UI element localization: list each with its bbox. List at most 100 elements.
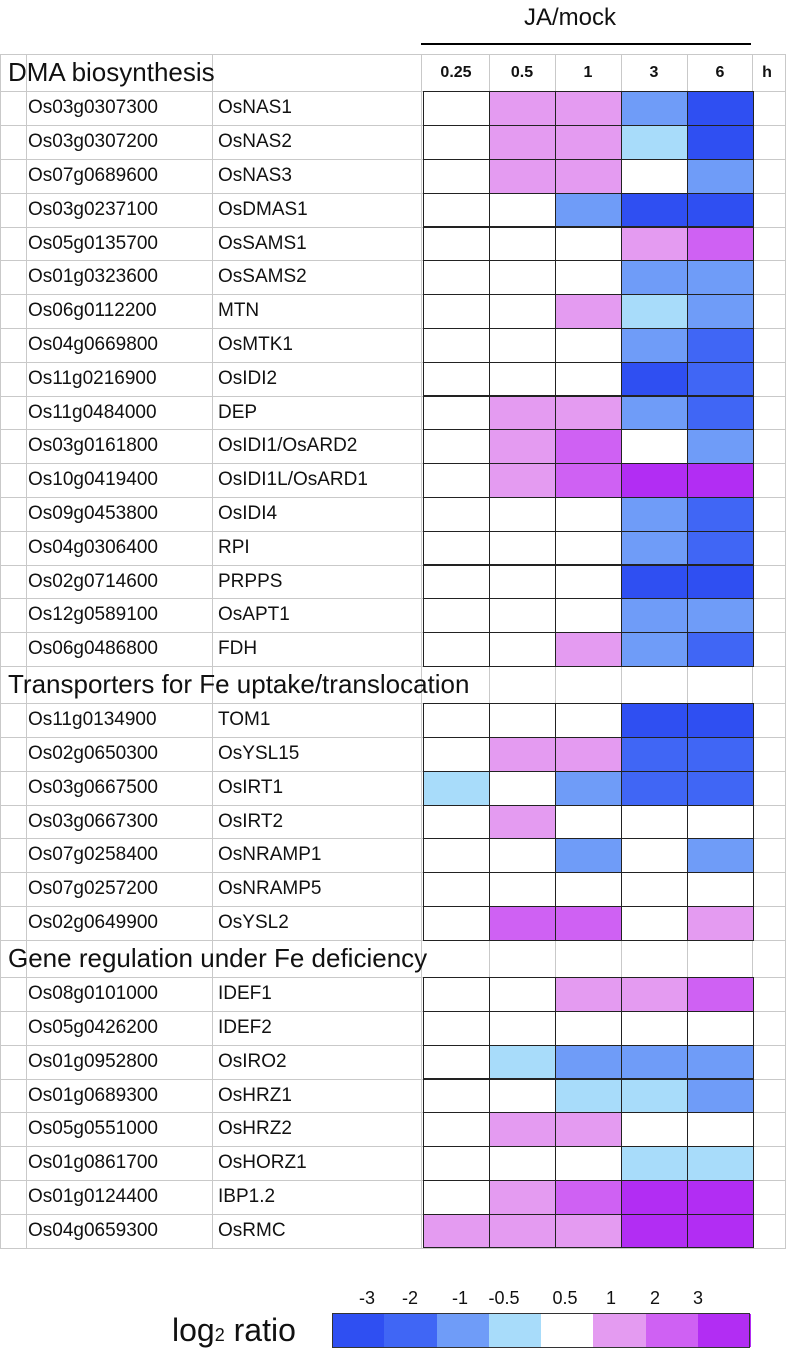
- gene-name-label: OsNAS3: [218, 164, 292, 186]
- heatmap-cell: [687, 226, 754, 262]
- locus-id-label: Os01g0689300: [28, 1084, 158, 1106]
- gene-name-label: OsYSL15: [218, 743, 300, 764]
- heatmap-cell: [555, 703, 622, 738]
- heatmap-cell: [423, 361, 490, 397]
- legend-title-subscript: 2: [214, 1325, 225, 1345]
- locus-id-label: Os01g0124400: [28, 1185, 158, 1207]
- grid-line-vertical: [421, 54, 422, 1248]
- locus-id-label: Os05g0426200: [28, 1016, 158, 1038]
- heatmap-cell: [489, 158, 556, 194]
- heatmap-cell: [489, 1010, 556, 1046]
- grid-line-horizontal: [0, 906, 786, 907]
- heatmap-cell: [687, 564, 754, 600]
- heatmap-cell: [687, 530, 754, 566]
- heatmap-cell: [555, 1044, 622, 1080]
- heatmap-cell: [621, 192, 688, 228]
- grid-line-horizontal: [0, 872, 786, 874]
- heatmap-cell: [555, 632, 622, 667]
- heatmap-cell: [555, 260, 622, 296]
- heatmap-cell: [489, 703, 556, 738]
- heatmap-cell: [555, 429, 622, 465]
- heatmap-cell: [621, 395, 688, 431]
- locus-id-label: Os04g0669800: [28, 333, 158, 355]
- heatmap-cell: [423, 804, 490, 840]
- grid-line-horizontal: [0, 770, 786, 772]
- legend-color-swatch: [645, 1314, 699, 1347]
- grid-line-horizontal: [0, 804, 786, 806]
- heatmap-cell: [555, 91, 622, 127]
- heatmap-cell: [687, 429, 754, 465]
- heatmap-cell: [687, 1010, 754, 1046]
- grid-line-horizontal: [0, 1010, 786, 1012]
- locus-id-label: Os06g0486800: [28, 638, 158, 660]
- heatmap-cell: [555, 838, 622, 874]
- heatmap-cell: [423, 1213, 490, 1249]
- heatmap-cell: [687, 838, 754, 874]
- heatmap-cell: [489, 463, 556, 498]
- heatmap-cell: [423, 872, 490, 907]
- heatmap-cell: [423, 1112, 490, 1148]
- legend-color-swatch: [436, 1314, 490, 1347]
- gene-name-label: OsNAS1: [218, 97, 292, 119]
- gene-name-label: OsMTK1: [218, 333, 293, 355]
- heatmap-cell: [621, 1044, 688, 1080]
- grid-line-horizontal: [0, 1247, 786, 1249]
- heatmap-cell: [423, 294, 490, 329]
- heatmap-cell: [687, 737, 754, 772]
- grid-line-horizontal: [0, 598, 786, 600]
- heatmap-cell: [621, 632, 688, 667]
- heatmap-cell: [555, 530, 622, 566]
- heatmap-cell: [687, 906, 754, 941]
- heatmap-cell: [621, 361, 688, 397]
- legend-tick-label: 1: [605, 1288, 616, 1308]
- locus-id-label: Os07g0257200: [28, 878, 158, 900]
- grid-line-horizontal: [0, 1078, 786, 1080]
- gene-name-label: OsNRAMP1: [218, 844, 322, 866]
- legend-color-swatch: [697, 1314, 751, 1347]
- heatmap-cell: [423, 327, 490, 363]
- heatmap-cell: [687, 598, 754, 634]
- grid-line-horizontal: [0, 632, 786, 634]
- locus-id-label: Os08g0101000: [28, 983, 158, 1005]
- heatmap-cell: [555, 872, 622, 907]
- locus-id-label: Os02g0650300: [28, 743, 158, 764]
- gene-name-label: TOM1: [218, 709, 271, 731]
- heatmap-cell: [687, 361, 754, 397]
- heatmap-cell: [621, 496, 688, 532]
- heatmap-cell: [489, 564, 556, 600]
- legend-tick-label: -3: [358, 1288, 375, 1308]
- heatmap-cell: [687, 804, 754, 840]
- locus-id-label: Os10g0419400: [28, 469, 158, 491]
- gene-name-label: OsIRT2: [218, 810, 284, 832]
- grid-line-horizontal: [0, 361, 786, 363]
- heatmap-cell: [555, 395, 622, 431]
- heatmap-cell: [621, 737, 688, 772]
- heatmap-cell: [423, 598, 490, 634]
- locus-id-label: Os02g0649900: [28, 912, 158, 933]
- grid-line-horizontal: [0, 530, 786, 532]
- title-underline: [421, 43, 751, 45]
- heatmap-cell: [423, 158, 490, 194]
- heatmap-cell: [423, 429, 490, 465]
- heatmap-cell: [423, 1044, 490, 1080]
- heatmap-cell: [555, 294, 622, 329]
- heatmap-cell: [621, 1146, 688, 1181]
- gene-name-label: OsIRT1: [218, 776, 284, 798]
- grid-line-vertical: [212, 54, 213, 1248]
- heatmap-cell: [555, 1010, 622, 1046]
- heatmap-cell: [489, 192, 556, 228]
- locus-id-label: Os05g0551000: [28, 1118, 158, 1140]
- time-point-label: 1: [583, 64, 593, 81]
- gene-name-label: OsHRZ1: [218, 1084, 292, 1106]
- locus-id-label: Os07g0258400: [28, 844, 158, 866]
- grid-line-horizontal: [0, 125, 786, 127]
- heatmap-cell: [687, 395, 754, 431]
- heatmap-cell: [687, 872, 754, 907]
- legend-color-swatch: [488, 1314, 542, 1347]
- legend-color-swatch: [593, 1314, 647, 1347]
- heatmap-cell: [621, 530, 688, 566]
- legend-tick-label: -2: [401, 1288, 418, 1308]
- heatmap-cell: [621, 260, 688, 296]
- grid-line-horizontal: [0, 1213, 786, 1215]
- time-unit-label: h: [762, 64, 772, 81]
